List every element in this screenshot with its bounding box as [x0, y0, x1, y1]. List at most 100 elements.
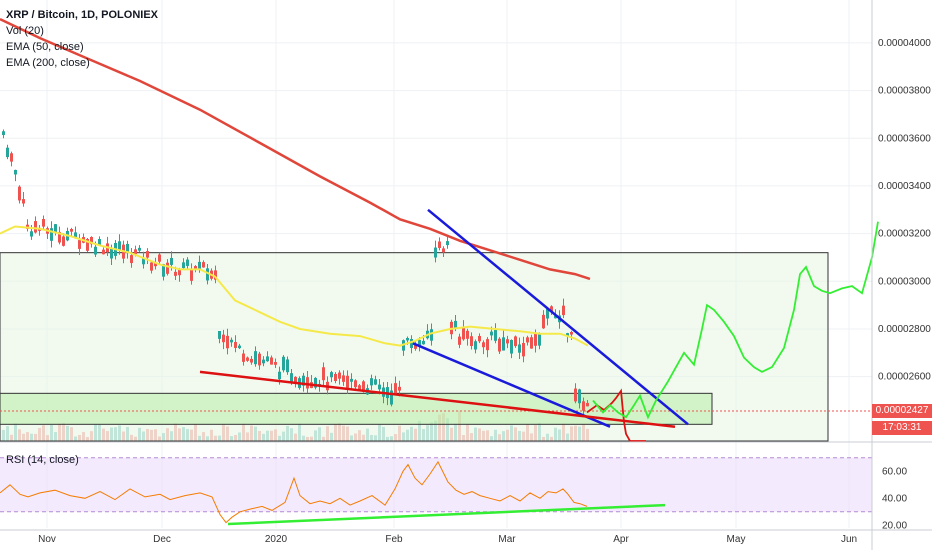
candle-body	[470, 336, 473, 346]
candle-body	[542, 314, 545, 329]
candle-body	[410, 338, 413, 348]
candle-body	[246, 357, 249, 361]
candle-body	[146, 251, 149, 258]
candle-body	[266, 356, 269, 362]
price-tick-label: 0.00004000	[878, 38, 931, 49]
candle-body	[86, 239, 89, 251]
rsi-legend: RSI (14, close)	[6, 454, 79, 466]
candle-body	[198, 261, 201, 270]
date-tick-label: Feb	[385, 534, 403, 545]
candle-body	[550, 306, 553, 312]
candle-body	[562, 305, 565, 316]
candle-body	[478, 335, 481, 342]
legend-title: XRP / Bitcoin, 1D, POLONIEX	[6, 9, 158, 21]
candle-body	[78, 240, 81, 249]
candle-body	[458, 336, 461, 345]
candle-body	[546, 308, 549, 319]
date-tick-label: Apr	[613, 534, 629, 545]
candle-body	[474, 341, 477, 350]
candle-body	[278, 371, 281, 380]
rsi-band	[0, 457, 872, 512]
candle-body	[274, 362, 277, 365]
candle-body	[270, 357, 273, 365]
candle-body	[422, 340, 425, 345]
candle-body	[186, 259, 189, 266]
candle-body	[438, 241, 441, 248]
candle-body	[538, 334, 541, 346]
candle-body	[290, 373, 293, 383]
ema200-line	[0, 17, 591, 281]
candle-body	[406, 338, 409, 341]
candle-body	[446, 241, 449, 246]
candle-body	[74, 232, 77, 238]
candle-body	[554, 315, 557, 319]
candle-body	[282, 356, 285, 371]
candle-body	[254, 351, 257, 365]
price-tick-label: 0.00003600	[878, 133, 931, 144]
price-tick-label: 0.00003000	[878, 276, 931, 287]
candle-body	[226, 335, 229, 349]
rsi-tick-label: 40.00	[882, 493, 907, 504]
candle-body	[370, 378, 373, 386]
candle-body	[94, 246, 97, 255]
candle-body	[430, 329, 433, 341]
candle-body	[330, 372, 333, 378]
candle-body	[578, 389, 581, 404]
candle-body	[530, 337, 533, 349]
chart-legend: XRP / Bitcoin, 1D, POLONIEX Vol (20) EMA…	[6, 7, 158, 71]
date-tick-label: 2020	[265, 534, 288, 545]
candle-body	[462, 327, 465, 340]
candle-body	[522, 343, 525, 357]
candle-body	[126, 243, 129, 253]
legend-volume: Vol (20)	[6, 25, 44, 37]
candle-body	[70, 228, 73, 232]
candle-body	[242, 353, 245, 362]
candle-body	[582, 401, 585, 411]
candle-body	[178, 268, 181, 276]
candle-body	[362, 381, 365, 392]
candle-body	[234, 342, 237, 348]
candle-body	[158, 254, 161, 262]
date-tick-label: May	[727, 534, 746, 545]
candle-body	[510, 339, 513, 354]
candle-body	[238, 345, 241, 349]
candle-body	[526, 337, 529, 343]
candle-body	[18, 186, 21, 201]
candle-body	[358, 385, 361, 390]
candle-body	[586, 402, 589, 407]
candle-body	[130, 255, 133, 264]
candle-body	[354, 380, 357, 388]
legend-ema200: EMA (200, close)	[6, 57, 90, 69]
candle-body	[286, 359, 289, 373]
candle-body	[222, 334, 225, 343]
candle-body	[414, 344, 417, 349]
candle-body	[50, 228, 53, 241]
bearish-projection	[586, 388, 646, 442]
candle-body	[98, 239, 101, 245]
candle-body	[518, 344, 521, 353]
ema50-line	[0, 225, 589, 347]
candle-body	[142, 258, 145, 265]
candle-body	[214, 270, 217, 280]
candle-body	[166, 262, 169, 274]
candle-body	[230, 339, 233, 343]
candle-body	[218, 330, 221, 339]
indicator-lines	[0, 17, 879, 442]
candle-body	[138, 247, 141, 251]
candle-body	[442, 248, 445, 253]
candle-body	[22, 199, 25, 204]
candle-body	[2, 131, 5, 136]
candle-body	[14, 169, 17, 175]
candle-body	[314, 377, 317, 388]
rsi-tick-label: 60.00	[882, 466, 907, 477]
bullish-projection	[592, 221, 879, 420]
candle-body	[118, 241, 121, 251]
candle-body	[58, 231, 61, 243]
candle-body	[466, 330, 469, 339]
candle-body	[322, 367, 325, 381]
candle-body	[194, 266, 197, 270]
candle-body	[346, 375, 349, 388]
rsi-pane	[0, 457, 872, 526]
candle-body	[134, 249, 137, 255]
